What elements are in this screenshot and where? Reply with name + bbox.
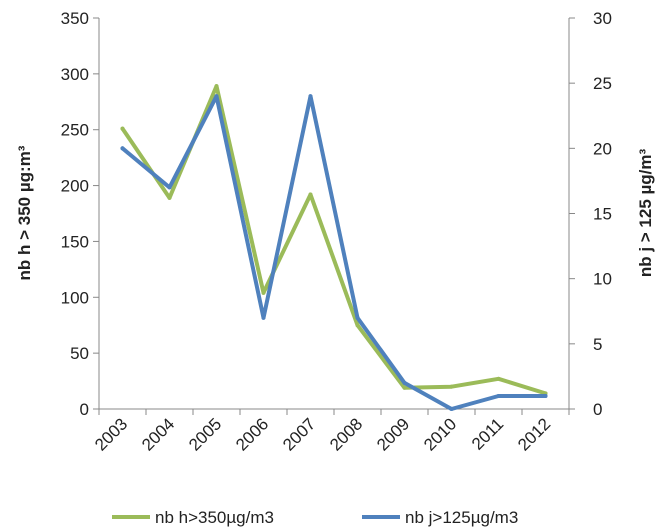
right-axis-title: nb j > 125 µg/m³ [636, 148, 655, 277]
left-tick-label: 100 [61, 288, 89, 307]
left-tick-label: 200 [61, 177, 89, 196]
left-tick-label: 350 [61, 9, 89, 28]
data-point [402, 380, 407, 385]
data-point [214, 84, 219, 89]
left-tick-label: 50 [70, 344, 89, 363]
data-point [308, 94, 313, 99]
x-tick-label: 2003 [91, 414, 131, 454]
x-tick-label: 2008 [326, 414, 366, 454]
data-point [449, 407, 454, 411]
series-layer [120, 84, 548, 411]
x-tick-label: 2006 [232, 414, 272, 454]
data-point [496, 393, 501, 398]
right-tick-label: 10 [593, 270, 612, 289]
x-ticks: 2003 2004 2005 2006 2007 2008 2009 2010 2011 2012 [91, 409, 570, 455]
x-tick-label: 2010 [420, 414, 460, 454]
left-tick-label: 150 [61, 232, 89, 251]
left-tick-label: 0 [80, 400, 89, 419]
legend-label-j125: nb j>125µg/m3 [405, 508, 518, 527]
data-point [120, 126, 125, 131]
legend: nb h>350µg/m3 nb j>125µg/m3 [112, 508, 518, 527]
right-tick-label: 5 [593, 335, 602, 354]
left-axis-title: nb h > 350 µg:m³ [15, 145, 34, 280]
series-line-j125 [120, 94, 548, 411]
x-tick-label: 2009 [373, 414, 413, 454]
right-tick-label: 15 [593, 205, 612, 224]
left-tick-label: 300 [61, 65, 89, 84]
left-y-ticks: 0 50 100 150 200 250 300 350 [61, 9, 99, 419]
right-tick-label: 20 [593, 139, 612, 158]
legend-label-h350: nb h>350µg/m3 [155, 508, 274, 527]
series-line-h350 [120, 84, 548, 396]
data-point [261, 315, 266, 320]
left-tick-label: 250 [61, 121, 89, 140]
data-point [402, 385, 407, 390]
x-tick-label: 2004 [138, 414, 178, 454]
right-tick-label: 25 [593, 74, 612, 93]
x-tick-label: 2011 [468, 414, 507, 453]
data-point [167, 195, 172, 200]
right-tick-label: 30 [593, 9, 612, 28]
x-tick-label: 2005 [185, 414, 225, 454]
data-point [449, 384, 454, 389]
right-y-ticks: 0 5 10 15 20 25 30 [569, 9, 612, 419]
data-point [355, 323, 360, 328]
right-tick-label: 0 [593, 400, 602, 419]
data-point [167, 185, 172, 190]
data-point [120, 146, 125, 151]
data-point [308, 192, 313, 197]
data-point [543, 393, 548, 398]
data-point [496, 376, 501, 381]
x-tick-label: 2012 [514, 414, 554, 454]
data-point [261, 290, 266, 295]
data-point [214, 94, 219, 99]
x-tick-label: 2007 [279, 414, 319, 454]
data-point [355, 315, 360, 320]
